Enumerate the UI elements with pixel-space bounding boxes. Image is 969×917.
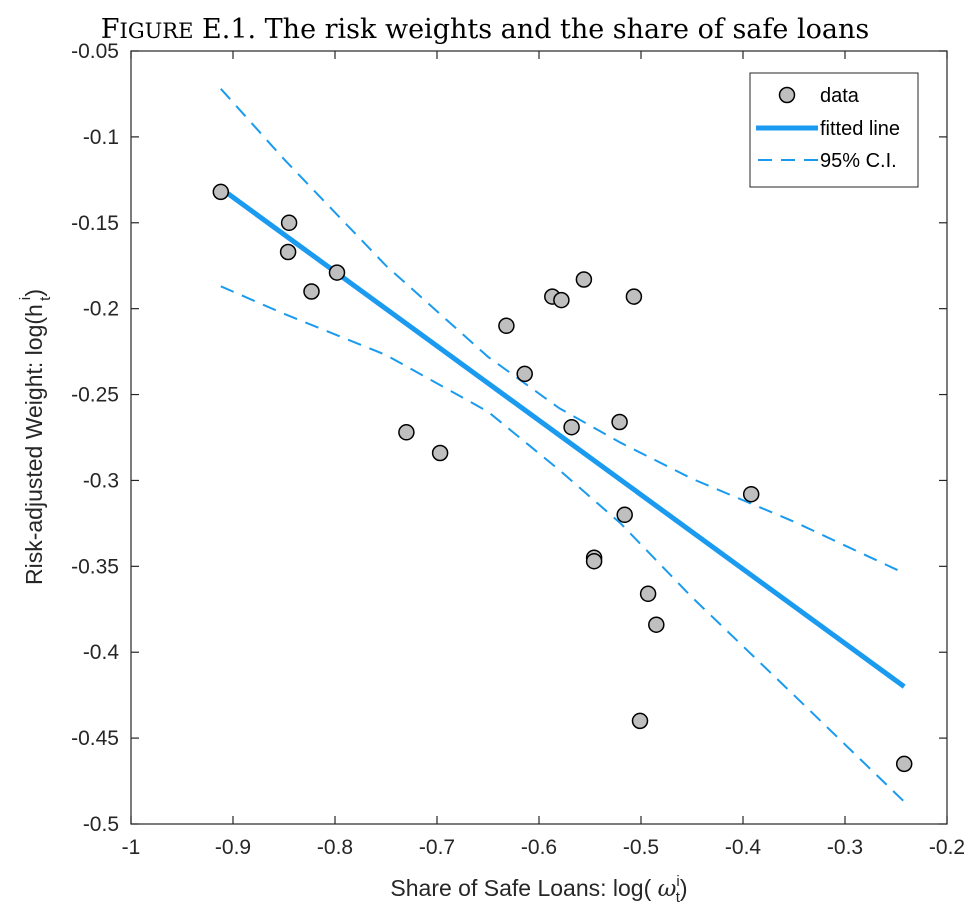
data-point (212, 183, 230, 201)
data-point (553, 291, 570, 309)
data-point (431, 444, 449, 462)
data-point (498, 317, 515, 335)
y-tick-label: -0.25 (71, 384, 119, 407)
x-axis: -1 -0.9 -0.8 -0.7 -0.6 -0.5 -0.4 -0.3 -0.2 (122, 51, 965, 859)
confidence-interval-lines (220, 88, 905, 803)
data-point (611, 413, 628, 431)
fitted-line (219, 186, 906, 689)
y-tick-label: -0.35 (71, 555, 119, 578)
ci-line (220, 88, 905, 575)
y-tick-label: -0.3 (83, 469, 119, 492)
x-tick-label: -0.7 (419, 836, 455, 859)
x-tick-label: -0.3 (827, 836, 863, 859)
data-point (398, 424, 415, 441)
y-tick-label: -0.2 (83, 298, 119, 321)
x-tick-label: -0.4 (725, 836, 762, 859)
legend: data fitted line 95% C.I. (749, 72, 919, 188)
data-point (742, 485, 760, 503)
y-tick-label: -0.5 (83, 813, 119, 836)
data-point (625, 288, 643, 305)
data-points (212, 183, 913, 773)
y-axis: -0.5 -0.45 -0.4 -0.35 -0.3 -0.25 -0.2 -0.15 -0.1… (71, 40, 947, 836)
fitted-line-group (219, 186, 906, 689)
data-point (279, 243, 297, 261)
x-tick-label: -0.5 (623, 836, 659, 859)
y-tick-label: -0.1 (83, 126, 119, 149)
ci-line (220, 285, 905, 803)
data-point (616, 506, 633, 524)
y-axis-label: Risk-adjusted Weight: log(hi t) (17, 289, 54, 585)
data-point (631, 712, 649, 730)
x-tick-label: -0.8 (317, 836, 353, 859)
data-point (575, 271, 593, 288)
data-point (563, 418, 580, 436)
data-point (516, 365, 533, 383)
x-axis-label: Share of Safe Loans: log( ωi t) (390, 873, 687, 906)
legend-label-ci: 95% C.I. (820, 150, 897, 172)
x-tick-label: -1 (122, 836, 141, 859)
x-tick-label: -0.2 (929, 836, 965, 859)
legend-marker-data (778, 86, 796, 104)
y-tick-label: -0.45 (71, 727, 119, 750)
data-point (585, 552, 603, 570)
data-point (328, 264, 346, 281)
y-tick-label: -0.4 (83, 641, 120, 664)
legend-label-data: data (820, 85, 860, 107)
x-tick-label: -0.6 (521, 836, 557, 859)
data-point (895, 755, 913, 773)
chart-title: FIGURE E.1. The risk weights and the sha… (101, 14, 869, 45)
data-point (639, 585, 657, 603)
data-point (303, 283, 320, 300)
x-tick-label: -0.9 (215, 836, 251, 859)
legend-label-fitted-line: fitted line (820, 118, 900, 140)
data-point (280, 214, 298, 232)
y-tick-label: -0.05 (71, 40, 119, 63)
data-point (648, 616, 665, 633)
y-tick-label: -0.15 (71, 212, 119, 235)
